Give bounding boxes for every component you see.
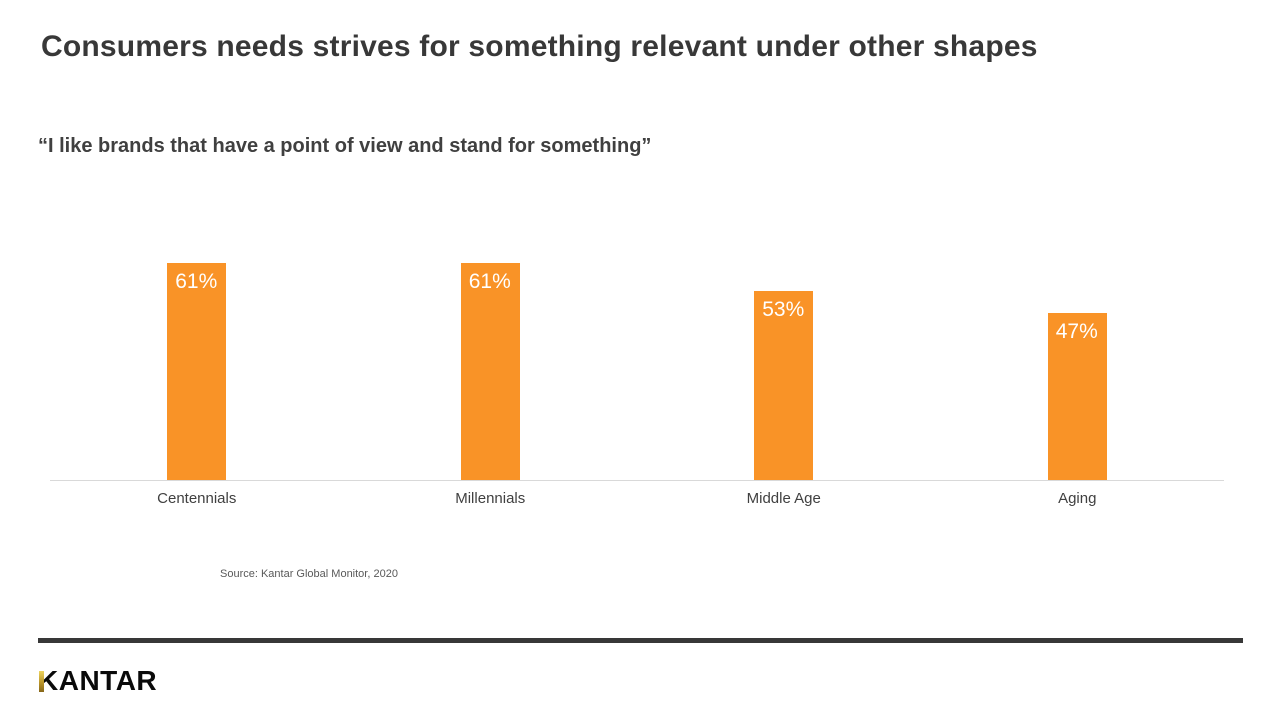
bar-value-label: 61% [175, 270, 218, 293]
x-axis-line [50, 480, 1224, 481]
bar-value-label: 47% [1055, 320, 1098, 343]
source-note: Source: Kantar Global Monitor, 2020 [220, 568, 398, 580]
bar-plot: 61% 61% 53% 47% [50, 225, 1224, 480]
bar-aging: 47% [1047, 313, 1107, 480]
category-labels: Centennials Millennials Middle Age Aging [50, 490, 1224, 510]
bar-value-label: 53% [762, 298, 805, 321]
kantar-logo: KANTAR [38, 664, 157, 698]
category-label: Middle Age [746, 490, 821, 507]
category-label: Millennials [455, 490, 526, 507]
bar-middle-age: 53% [754, 291, 814, 480]
bar-value-label: 61% [468, 270, 511, 293]
page-title: Consumers needs strives for something re… [41, 30, 1038, 63]
category-label: Centennials [157, 490, 237, 507]
footer-divider [38, 638, 1243, 643]
bar-centennials: 61% [167, 263, 227, 480]
category-label: Aging [1058, 490, 1097, 507]
bar-millennials: 61% [460, 263, 520, 480]
logo-gold-stem [39, 671, 44, 692]
subtitle-quote: “I like brands that have a point of view… [38, 135, 652, 157]
logo-text: KANTAR [38, 665, 158, 696]
